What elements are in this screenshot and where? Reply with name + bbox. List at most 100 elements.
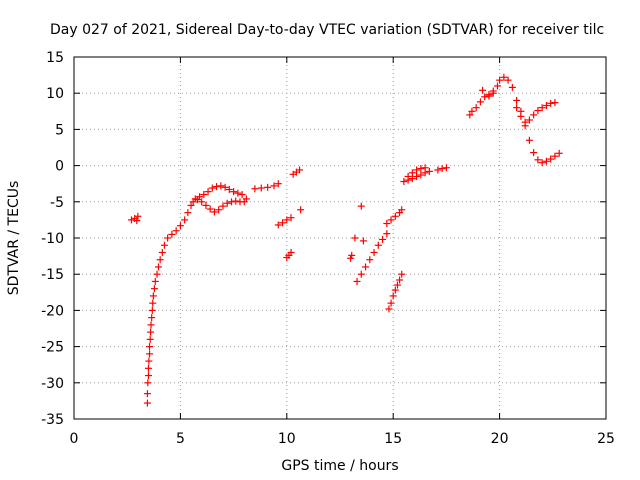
data-point — [208, 184, 216, 192]
data-point — [144, 379, 152, 387]
data-point — [413, 172, 421, 180]
data-point — [525, 136, 533, 144]
data-point — [146, 335, 154, 343]
data-point — [389, 292, 397, 300]
data-point — [357, 270, 365, 278]
data-point — [489, 89, 497, 97]
data-point — [404, 172, 412, 180]
data-point — [287, 214, 295, 222]
data-point — [351, 234, 359, 242]
data-point — [442, 164, 450, 172]
data-point — [149, 292, 157, 300]
data-point — [521, 118, 529, 126]
data-point — [496, 76, 504, 84]
data-point — [200, 191, 208, 199]
data-point — [413, 166, 421, 174]
y-tick-label: -15 — [41, 267, 64, 283]
data-point — [517, 112, 525, 120]
data-point — [538, 159, 546, 167]
data-point — [127, 216, 135, 224]
chart-title: Day 027 of 2021, Sidereal Day-to-day VTE… — [50, 22, 605, 38]
data-point — [147, 321, 155, 329]
data-point — [555, 149, 563, 157]
y-tick-label: 15 — [46, 50, 64, 66]
data-point — [485, 92, 493, 100]
grid — [74, 57, 606, 419]
data-point — [547, 155, 555, 163]
data-point — [359, 237, 367, 245]
y-tick-label: -30 — [41, 376, 64, 392]
data-point — [525, 116, 533, 124]
data-point — [158, 248, 166, 256]
data-point — [151, 277, 159, 285]
data-point — [133, 217, 141, 225]
data-point — [143, 399, 151, 407]
data-point — [225, 185, 233, 193]
data-point — [542, 157, 550, 165]
data-point — [134, 212, 142, 220]
data-point — [493, 82, 501, 90]
x-tick-label: 20 — [491, 431, 509, 447]
data-point — [213, 183, 221, 191]
data-point — [187, 201, 195, 209]
data-point — [357, 202, 365, 210]
data-point — [204, 188, 212, 196]
data-point — [417, 171, 425, 179]
data-point — [147, 328, 155, 336]
y-tick-label: -20 — [41, 303, 64, 319]
data-point — [221, 183, 229, 191]
x-axis-label: GPS time / hours — [281, 458, 398, 474]
data-point — [156, 256, 164, 264]
data-point — [508, 83, 516, 91]
x-tick-label: 5 — [176, 431, 185, 447]
data-point — [168, 230, 176, 238]
data-points — [127, 73, 563, 407]
data-point — [146, 343, 154, 351]
data-point — [296, 166, 304, 174]
data-point — [348, 251, 356, 259]
y-axis-label: SDTVAR / TECUs — [6, 181, 22, 296]
x-tick-label: 10 — [278, 431, 296, 447]
data-point — [217, 182, 225, 190]
x-tick-label: 15 — [384, 431, 402, 447]
data-point — [534, 156, 542, 164]
data-point — [438, 164, 446, 172]
data-point — [393, 281, 401, 289]
data-point — [230, 188, 238, 196]
data-point — [274, 180, 282, 188]
data-point — [366, 256, 374, 264]
data-point — [417, 164, 425, 172]
data-point — [148, 314, 156, 322]
data-point — [219, 202, 227, 210]
data-point — [538, 104, 546, 112]
data-point — [534, 107, 542, 115]
data-point — [476, 98, 484, 106]
data-point — [500, 73, 508, 81]
data-point — [468, 107, 476, 115]
data-point — [391, 286, 399, 294]
data-point — [144, 372, 152, 380]
data-point — [176, 222, 184, 230]
data-point — [257, 184, 265, 192]
data-point — [189, 198, 197, 206]
data-point — [362, 263, 370, 271]
data-point — [479, 86, 487, 94]
data-point — [215, 206, 223, 214]
data-point — [227, 198, 235, 206]
data-point — [421, 164, 429, 172]
data-point — [160, 241, 168, 249]
data-point — [370, 248, 378, 256]
data-point — [383, 220, 391, 228]
y-tick-label: 10 — [46, 86, 64, 102]
data-point — [210, 208, 218, 216]
data-point — [542, 102, 550, 110]
data-point — [154, 263, 162, 271]
data-point — [396, 276, 404, 284]
data-point — [145, 357, 153, 365]
data-point — [513, 96, 521, 104]
x-tick-label: 25 — [597, 431, 615, 447]
data-point — [184, 209, 192, 217]
data-point — [251, 185, 259, 193]
y-tick-label: 0 — [55, 159, 64, 175]
